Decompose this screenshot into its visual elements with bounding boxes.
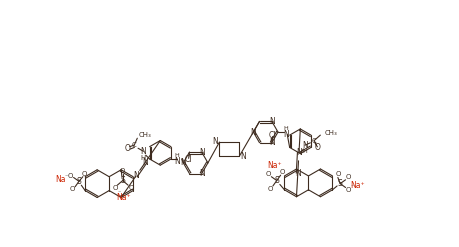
Text: N: N bbox=[140, 147, 146, 156]
Text: O: O bbox=[120, 167, 125, 174]
Text: O: O bbox=[124, 144, 130, 153]
Text: Na⁺: Na⁺ bbox=[116, 193, 130, 202]
Text: Cl: Cl bbox=[184, 155, 191, 165]
Text: Na⁺: Na⁺ bbox=[350, 182, 364, 190]
Text: CH₃: CH₃ bbox=[139, 132, 151, 138]
Text: O: O bbox=[69, 186, 74, 192]
Text: O: O bbox=[112, 185, 118, 191]
Text: O: O bbox=[267, 186, 272, 192]
Text: O: O bbox=[67, 173, 73, 179]
Text: N: N bbox=[269, 138, 274, 147]
Text: N: N bbox=[282, 130, 288, 139]
Text: H: H bbox=[302, 149, 307, 154]
Text: N: N bbox=[198, 169, 204, 178]
Text: N: N bbox=[133, 171, 139, 180]
Text: S: S bbox=[337, 179, 342, 188]
Text: H: H bbox=[283, 126, 287, 131]
Text: CH₃: CH₃ bbox=[324, 130, 336, 136]
Text: C: C bbox=[311, 138, 316, 144]
Text: N: N bbox=[198, 148, 204, 157]
Text: O: O bbox=[313, 143, 319, 152]
Text: N: N bbox=[174, 157, 179, 166]
Text: O: O bbox=[335, 171, 340, 177]
Text: S: S bbox=[120, 176, 125, 185]
Text: O: O bbox=[265, 171, 270, 177]
Text: O: O bbox=[345, 187, 351, 193]
Text: Cl: Cl bbox=[268, 130, 276, 140]
Text: O: O bbox=[279, 169, 284, 175]
Text: H: H bbox=[140, 155, 146, 161]
Text: O: O bbox=[128, 185, 134, 191]
Text: Na: Na bbox=[55, 175, 66, 184]
Text: ⁻: ⁻ bbox=[65, 176, 68, 181]
Text: S: S bbox=[274, 176, 279, 185]
Text: Na⁺: Na⁺ bbox=[267, 161, 281, 170]
Text: N: N bbox=[142, 158, 148, 167]
Text: O: O bbox=[344, 174, 350, 181]
Text: N: N bbox=[302, 141, 307, 150]
Text: C: C bbox=[132, 142, 136, 148]
Text: ⁻: ⁻ bbox=[350, 185, 353, 190]
Text: N: N bbox=[294, 168, 300, 178]
Text: O: O bbox=[82, 171, 87, 177]
Text: S: S bbox=[77, 177, 81, 186]
Text: N: N bbox=[269, 117, 274, 126]
Text: N: N bbox=[212, 137, 218, 146]
Text: N: N bbox=[250, 127, 256, 137]
Text: ⁻: ⁻ bbox=[118, 191, 121, 196]
Text: H: H bbox=[174, 153, 179, 158]
Text: N: N bbox=[240, 152, 246, 161]
Text: ⁻: ⁻ bbox=[269, 167, 272, 172]
Text: N: N bbox=[180, 158, 186, 167]
Text: N: N bbox=[296, 148, 301, 157]
